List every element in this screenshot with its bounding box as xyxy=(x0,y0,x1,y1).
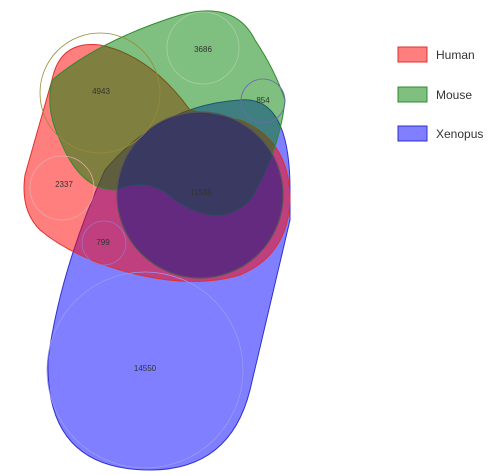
xenopus-only-circle xyxy=(46,271,244,469)
legend-label-mouse: Mouse xyxy=(436,88,472,102)
legend-label-xenopus: Xenopus xyxy=(436,127,483,141)
legend-label-human: Human xyxy=(436,48,475,62)
legend-swatch-xenopus xyxy=(397,125,428,142)
region-label-human-xenopus: 799 xyxy=(96,238,110,247)
region-label-mouse-only: 3686 xyxy=(194,45,212,54)
region-label-human-only: 2337 xyxy=(55,180,73,189)
region-label-xenopus-only: 14550 xyxy=(134,364,157,373)
legend-swatch-mouse xyxy=(397,86,428,103)
mouse-xenopus-circle xyxy=(240,78,286,124)
human-mouse-circle xyxy=(39,32,161,154)
all-three-circle xyxy=(116,111,284,279)
region-label-mouse-xenopus: 854 xyxy=(256,96,270,105)
human-xenopus-circle xyxy=(81,220,127,266)
human-only-circle xyxy=(29,155,95,221)
region-label-human-mouse: 4943 xyxy=(92,87,110,96)
mouse-only-circle xyxy=(166,11,240,85)
region-label-all-three: 11535 xyxy=(190,188,212,197)
legend: Human Mouse Xenopus xyxy=(397,46,483,142)
legend-swatch-human xyxy=(397,46,428,63)
